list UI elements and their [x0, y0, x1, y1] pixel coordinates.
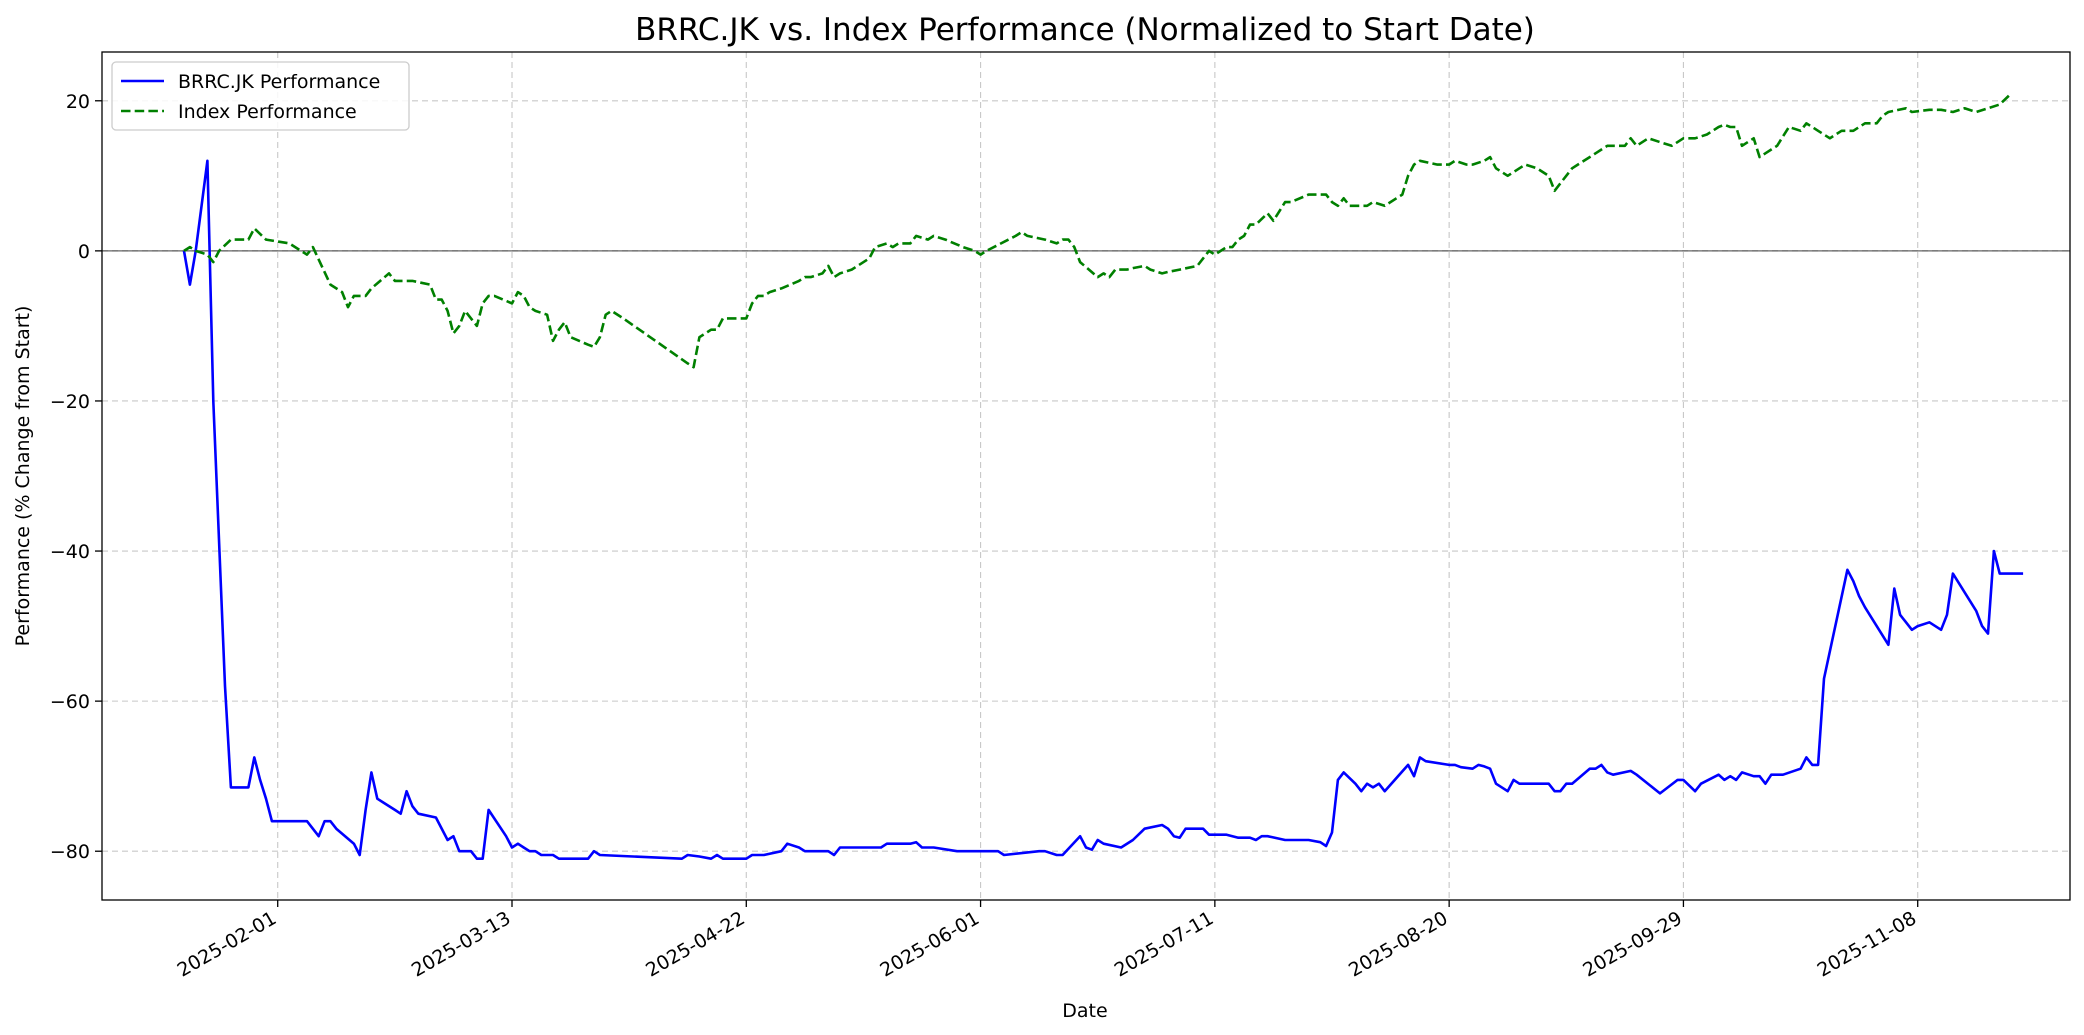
y-tick-label: 20: [66, 91, 90, 113]
y-axis-label: Performance (% Change from Start): [12, 306, 34, 647]
x-axis-label: Date: [1062, 1000, 1107, 1022]
legend-label-brrc: BRRC.JK Performance: [178, 71, 380, 93]
chart-title: BRRC.JK vs. Index Performance (Normalize…: [635, 12, 1535, 48]
y-axis-ticks: −80 −60 −40 −20 0 20: [50, 91, 102, 863]
y-tick-label: −80: [50, 841, 90, 863]
legend: BRRC.JK Performance Index Performance: [111, 61, 410, 131]
y-tick-label: 0: [78, 241, 90, 263]
series-lines: [182, 92, 2024, 860]
y-tick-label: −20: [50, 391, 90, 413]
y-tick-label: −40: [50, 541, 90, 563]
plot-frame: [101, 51, 2071, 901]
y-tick-label: −60: [50, 691, 90, 713]
legend-label-index: Index Performance: [178, 101, 357, 123]
legend-box: [111, 61, 410, 131]
series-line-index: [183, 92, 2013, 369]
series-line-brrc: [182, 159, 2024, 860]
